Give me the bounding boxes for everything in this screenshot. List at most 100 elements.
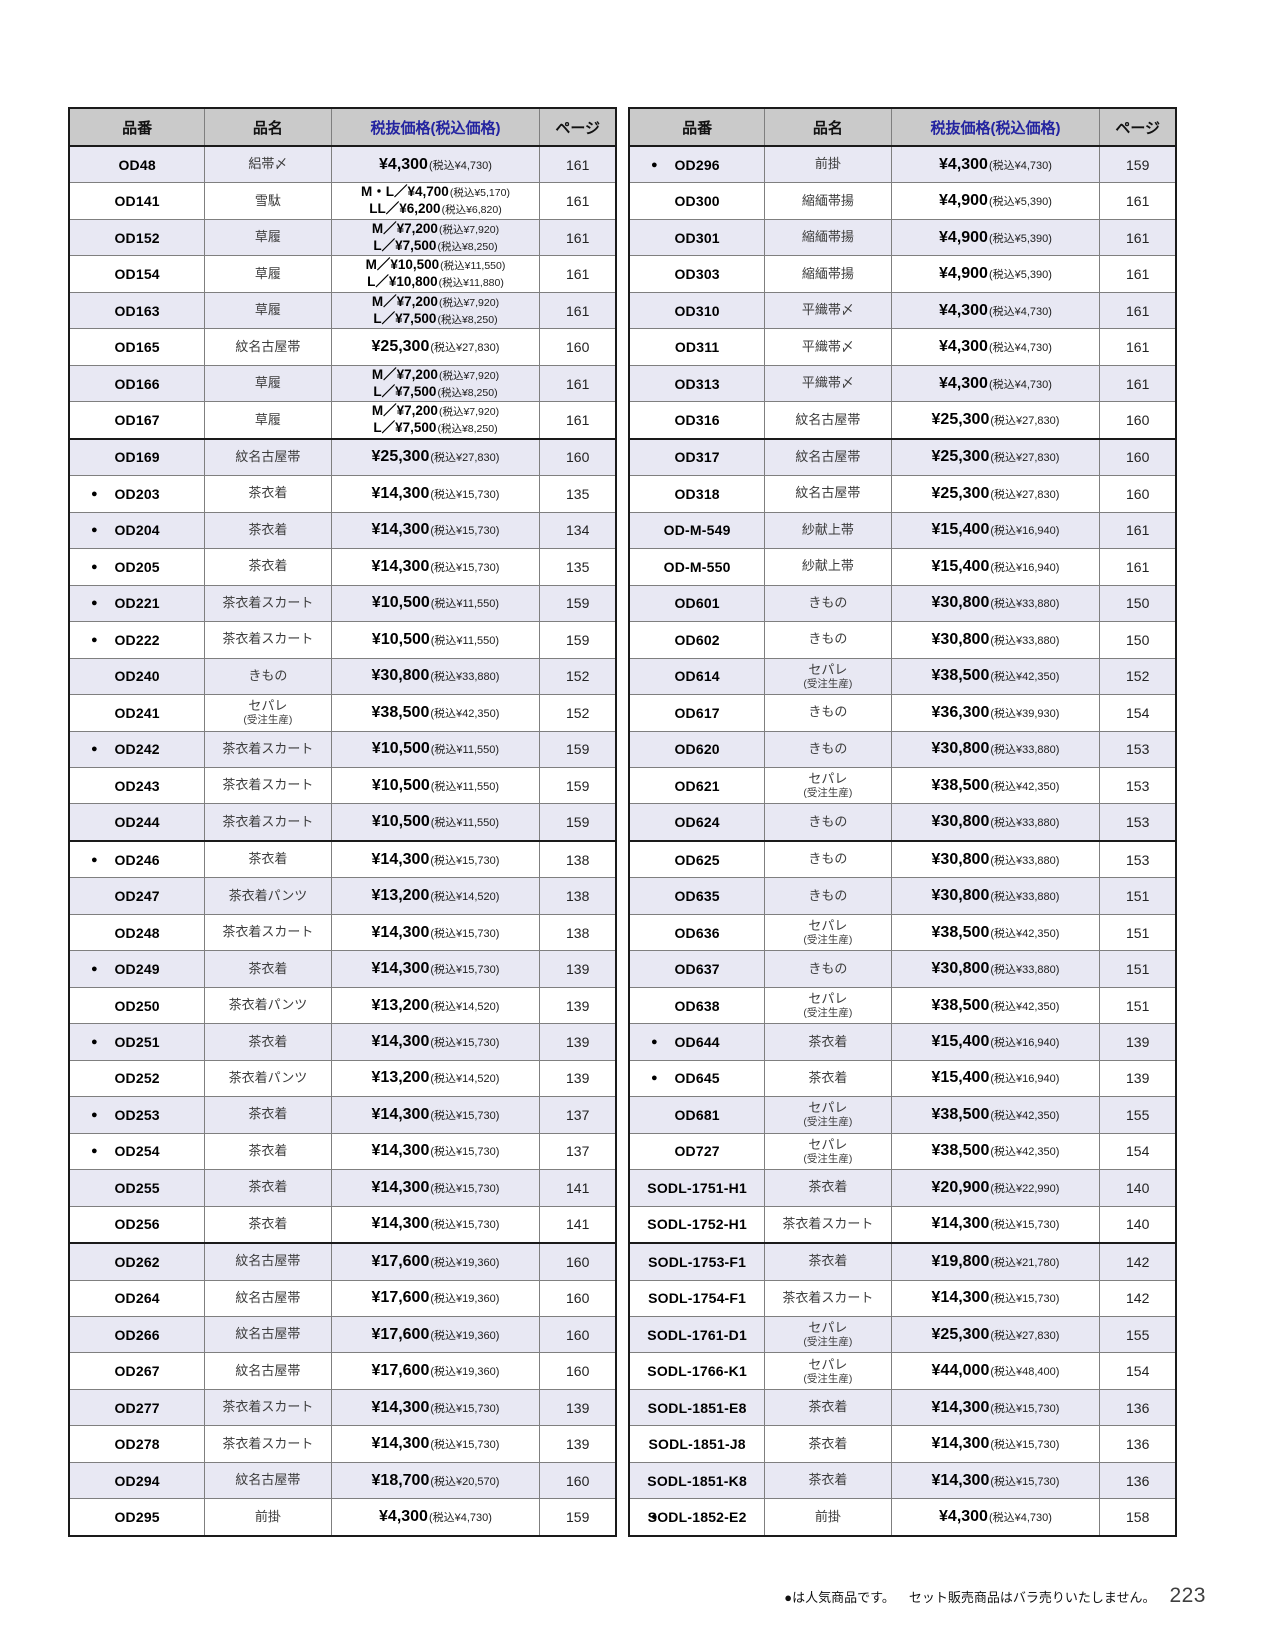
price-line: ¥4,900 (税込¥5,390)	[939, 264, 1052, 284]
page-cell: 154	[1099, 1353, 1175, 1389]
price-cell: ¥10,500 (税込¥11,550)	[330, 622, 540, 658]
price-main: ¥10,500	[371, 740, 430, 758]
price-main: ¥10,500	[371, 630, 430, 648]
price-tax-included: (税込¥15,730)	[430, 927, 500, 940]
product-name: きもの	[808, 813, 848, 829]
page-cell: 160	[1099, 476, 1175, 512]
product-code-cell: ● OD251	[70, 1024, 204, 1059]
product-code-cell: ● OD254	[70, 1134, 204, 1169]
product-code: OD166	[114, 375, 160, 392]
price-line: LL／¥6,200 (税込¥6,820)	[369, 201, 501, 218]
price-main: ¥4,300	[939, 1508, 988, 1526]
price-line: ¥38,500 (税込¥42,350)	[932, 1105, 1060, 1125]
product-name: 紋名古屋帯	[795, 485, 861, 501]
table-row: OD264 紋名古屋帯 ¥17,600 (税込¥19,360) 160	[70, 1279, 615, 1316]
product-code-cell: ● OD204	[70, 513, 204, 548]
product-code: OD253	[114, 1106, 160, 1123]
product-name-cell: 絽帯〆	[204, 147, 330, 183]
price-line: ¥14,300 (税込¥15,730)	[372, 959, 500, 979]
product-name: セパレ	[808, 1100, 848, 1116]
product-code: OD313	[674, 375, 720, 392]
product-code: OD318	[674, 485, 720, 502]
price-main: ¥36,300	[931, 703, 990, 721]
price-tax-included: (税込¥19,360)	[430, 1256, 500, 1269]
price-cell: ¥30,800 (税込¥33,880)	[330, 658, 540, 695]
product-name: 茶衣着	[248, 1142, 288, 1158]
page-cell: 153	[1099, 731, 1175, 767]
price-main: ¥25,300	[371, 448, 430, 466]
table-row: ● OD254 茶衣着 ¥14,300 (税込¥15,730) 137	[70, 1132, 615, 1170]
page-cell: 139	[539, 1060, 615, 1097]
product-code-cell: OD637	[630, 951, 764, 986]
price-main: ¥14,300	[371, 1105, 430, 1123]
product-code: SODL-1753-F1	[648, 1253, 747, 1270]
page-cell: 139	[539, 951, 615, 987]
product-code-cell: OD313	[630, 366, 764, 401]
price-tax-included: (税込¥4,730)	[428, 1512, 492, 1525]
price-line: ¥25,300 (税込¥27,830)	[932, 484, 1060, 504]
price-main: L／¥7,500	[373, 420, 437, 436]
product-name: 茶衣着スカート	[222, 924, 314, 940]
table-row: OD152 草履 M／¥7,200 (税込¥7,920) L／¥7,500 (税込¥8,2…	[70, 218, 615, 256]
price-line: M／¥7,200 (税込¥7,920)	[372, 403, 499, 420]
page-cell: 140	[1099, 1170, 1175, 1206]
product-code-cell: OD602	[630, 622, 764, 657]
product-code-cell: OD317	[630, 440, 764, 475]
product-name: 茶衣着	[248, 521, 288, 537]
product-code-cell: OD277	[70, 1390, 204, 1425]
product-code-cell: OD244	[70, 804, 204, 839]
product-code-cell: OD635	[630, 878, 764, 913]
price-line: ¥17,600 (税込¥19,360)	[372, 1325, 500, 1345]
product-code-cell: SODL-1753-F1	[630, 1244, 764, 1279]
product-code: OD169	[114, 449, 160, 466]
page-cell: 161	[1099, 183, 1175, 219]
product-name-cell: 茶衣着	[764, 1170, 890, 1206]
product-code-cell: OD255	[70, 1170, 204, 1205]
table-row: ● SODL-1852-E2 前掛 ¥4,300 (税込¥4,730) 158	[630, 1498, 1175, 1535]
product-code-cell: OD163	[70, 293, 204, 328]
price-cell: ¥14,300 (税込¥15,730)	[330, 841, 540, 878]
table-row: OD252 茶衣着パンツ ¥13,200 (税込¥14,520) 139	[70, 1059, 615, 1097]
product-name-cell: きもの	[764, 878, 890, 914]
product-code-cell: OD250	[70, 988, 204, 1023]
product-name-cell: きもの	[764, 585, 890, 622]
price-line: ¥30,800 (税込¥33,880)	[932, 739, 1060, 759]
product-code-cell: ● OD221	[70, 586, 204, 621]
price-tax-included: (税込¥20,570)	[430, 1475, 500, 1488]
product-name-cell: 茶衣着	[204, 951, 330, 987]
price-main: ¥38,500	[931, 923, 990, 941]
price-main: ¥38,500	[931, 1142, 990, 1160]
price-tax-included: (税込¥42,350)	[990, 1000, 1060, 1013]
price-cell: ¥14,300 (税込¥15,730)	[330, 549, 540, 585]
product-name: セパレ	[248, 698, 288, 714]
price-cell: ¥25,300 (税込¥27,830)	[890, 439, 1100, 476]
product-code-cell: SODL-1851-J8	[630, 1426, 764, 1461]
product-name: 縮緬帯揚	[801, 229, 854, 245]
price-line: ¥14,300 (税込¥15,730)	[372, 557, 500, 577]
price-tax-included: (税込¥11,550)	[430, 598, 500, 611]
product-name-note: (受注生産)	[803, 1336, 853, 1349]
page-cell: 161	[539, 147, 615, 183]
product-code-cell: SODL-1754-F1	[630, 1281, 764, 1316]
price-main: LL／¥6,200	[369, 201, 441, 217]
product-name-cell: セパレ (受注生産)	[764, 767, 890, 804]
table-row: SODL-1752-H1 茶衣着スカート ¥14,300 (税込¥15,730) 140	[630, 1205, 1175, 1243]
page-cell: 160	[539, 439, 615, 476]
price-cell: ¥14,300 (税込¥15,730)	[330, 476, 540, 512]
price-cell: ¥14,300 (税込¥15,730)	[890, 1280, 1100, 1316]
table-row: OD256 茶衣着 ¥14,300 (税込¥15,730) 141	[70, 1205, 615, 1243]
table-row: OD310 平織帯〆 ¥4,300 (税込¥4,730) 161	[630, 291, 1175, 329]
page-cell: 135	[539, 549, 615, 585]
price-main: M／¥7,200	[371, 403, 438, 419]
table-row: OD638 セパレ (受注生産) ¥38,500 (税込¥42,350) 151	[630, 986, 1175, 1024]
product-name: 紋名古屋帯	[235, 449, 301, 465]
table-row: OD165 紋名古屋帯 ¥25,300 (税込¥27,830) 160	[70, 328, 615, 365]
product-code: OD620	[674, 741, 720, 758]
price-cell: ¥15,400 (税込¥16,940)	[890, 549, 1100, 585]
price-line: ¥38,500 (税込¥42,350)	[932, 923, 1060, 943]
product-code: OD243	[114, 777, 160, 794]
price-line: ¥30,800 (税込¥33,880)	[932, 959, 1060, 979]
price-tax-included: (税込¥8,250)	[437, 313, 498, 326]
table-row: OD244 茶衣着スカート ¥10,500 (税込¥11,550) 159	[70, 803, 615, 840]
product-name: 茶衣着スカート	[222, 594, 314, 610]
